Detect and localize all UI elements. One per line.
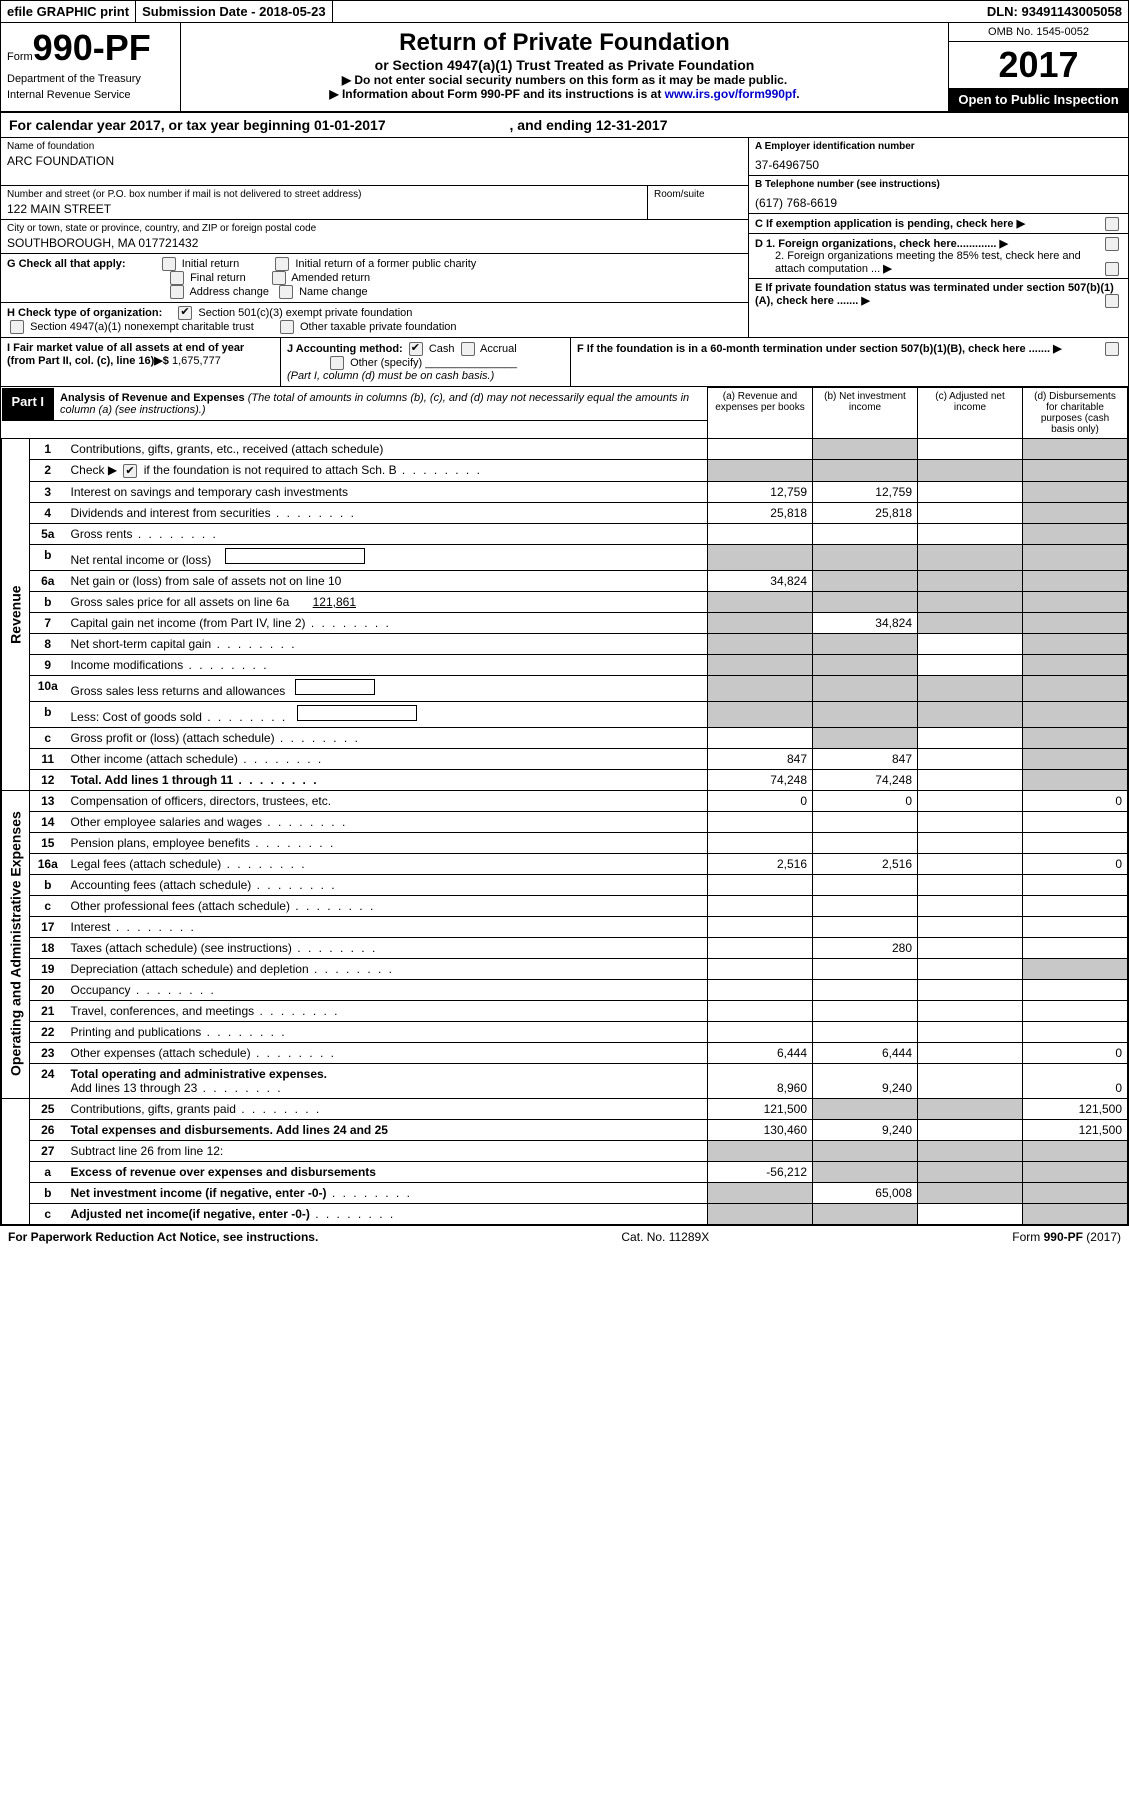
- h-501c3[interactable]: [178, 306, 192, 320]
- schb-check[interactable]: [123, 464, 137, 478]
- h-other[interactable]: [280, 320, 294, 334]
- f-col: F If the foundation is in a 60-month ter…: [571, 338, 1128, 386]
- footer: For Paperwork Reduction Act Notice, see …: [0, 1226, 1129, 1248]
- f-check[interactable]: [1105, 342, 1119, 356]
- dept-1: Department of the Treasury: [7, 73, 174, 85]
- dln: DLN: 93491143005058: [981, 1, 1128, 22]
- g-amended[interactable]: [272, 271, 286, 285]
- form-number: 990-PF: [33, 27, 151, 68]
- part1-header: Part I Analysis of Revenue and Expenses …: [2, 388, 708, 421]
- g-name[interactable]: [279, 285, 293, 299]
- efile-label: efile GRAPHIC print: [1, 1, 136, 22]
- info-left: Name of foundation ARC FOUNDATION Number…: [1, 138, 748, 337]
- addr-cell: Number and street (or P.O. box number if…: [1, 186, 748, 220]
- footer-mid: Cat. No. 11289X: [621, 1230, 709, 1244]
- g-check: G Check all that apply: Initial return I…: [1, 254, 748, 303]
- tax-year: 2017: [949, 42, 1128, 88]
- header: Form990-PF Department of the Treasury In…: [1, 23, 1128, 113]
- j-accounting: J Accounting method: Cash Accrual Other …: [281, 338, 571, 386]
- submission-date: Submission Date - 2018-05-23: [136, 1, 333, 22]
- form-container: efile GRAPHIC print Submission Date - 20…: [0, 0, 1129, 1226]
- dept-2: Internal Revenue Service: [7, 89, 174, 101]
- header-right: OMB No. 1545-0052 2017 Open to Public In…: [948, 23, 1128, 111]
- c-cell: C If exemption application is pending, c…: [749, 214, 1128, 234]
- i-fmv: I Fair market value of all assets at end…: [1, 338, 281, 386]
- d1-check[interactable]: [1105, 237, 1119, 251]
- name-cell: Name of foundation ARC FOUNDATION: [1, 138, 748, 186]
- g-initial-former[interactable]: [275, 257, 289, 271]
- tel-cell: B Telephone number (see instructions) (6…: [749, 176, 1128, 214]
- col-b: (b) Net investment income: [813, 388, 918, 439]
- form-subtitle: or Section 4947(a)(1) Trust Treated as P…: [187, 57, 942, 73]
- j-accrual[interactable]: [461, 342, 475, 356]
- expenses-label: Operating and Administrative Expenses: [2, 790, 30, 1098]
- c-check[interactable]: [1105, 217, 1119, 231]
- col-d: (d) Disbursements for charitable purpose…: [1023, 388, 1128, 439]
- e-check[interactable]: [1105, 294, 1119, 308]
- g-address[interactable]: [170, 285, 184, 299]
- irs-link[interactable]: www.irs.gov/form990pf: [665, 87, 797, 101]
- footer-left: For Paperwork Reduction Act Notice, see …: [8, 1230, 318, 1244]
- g-initial[interactable]: [162, 257, 176, 271]
- col-c: (c) Adjusted net income: [918, 388, 1023, 439]
- part1-table: Part I Analysis of Revenue and Expenses …: [1, 387, 1128, 1225]
- part1-title: Analysis of Revenue and Expenses (The to…: [54, 388, 707, 420]
- footer-right: Form 990-PF (2017): [1012, 1230, 1121, 1244]
- form-word: Form: [7, 51, 33, 63]
- instr-1: ▶ Do not enter social security numbers o…: [187, 73, 942, 87]
- d-cell: D 1. Foreign organizations, check here..…: [749, 234, 1128, 279]
- e-cell: E If private foundation status was termi…: [749, 279, 1128, 310]
- city-cell: City or town, state or province, country…: [1, 220, 748, 254]
- revenue-label: Revenue: [2, 439, 30, 791]
- j-cash[interactable]: [409, 342, 423, 356]
- d2-check[interactable]: [1105, 262, 1119, 276]
- j-other[interactable]: [330, 356, 344, 370]
- header-center: Return of Private Foundation or Section …: [181, 23, 948, 111]
- ein-cell: A Employer identification number 37-6496…: [749, 138, 1128, 176]
- open-inspection: Open to Public Inspection: [949, 88, 1128, 111]
- h-4947[interactable]: [10, 320, 24, 334]
- col-a: (a) Revenue and expenses per books: [708, 388, 813, 439]
- h-check: H Check type of organization: Section 50…: [1, 303, 748, 337]
- calendar-year: For calendar year 2017, or tax year begi…: [1, 113, 1128, 138]
- instr-2: ▶ Information about Form 990-PF and its …: [187, 87, 942, 101]
- top-bar: efile GRAPHIC print Submission Date - 20…: [1, 1, 1128, 23]
- omb: OMB No. 1545-0052: [949, 23, 1128, 42]
- ijf-row: I Fair market value of all assets at end…: [1, 338, 1128, 387]
- header-left: Form990-PF Department of the Treasury In…: [1, 23, 181, 111]
- info-grid: Name of foundation ARC FOUNDATION Number…: [1, 138, 1128, 338]
- info-right: A Employer identification number 37-6496…: [748, 138, 1128, 337]
- form-title: Return of Private Foundation: [187, 29, 942, 57]
- g-final[interactable]: [170, 271, 184, 285]
